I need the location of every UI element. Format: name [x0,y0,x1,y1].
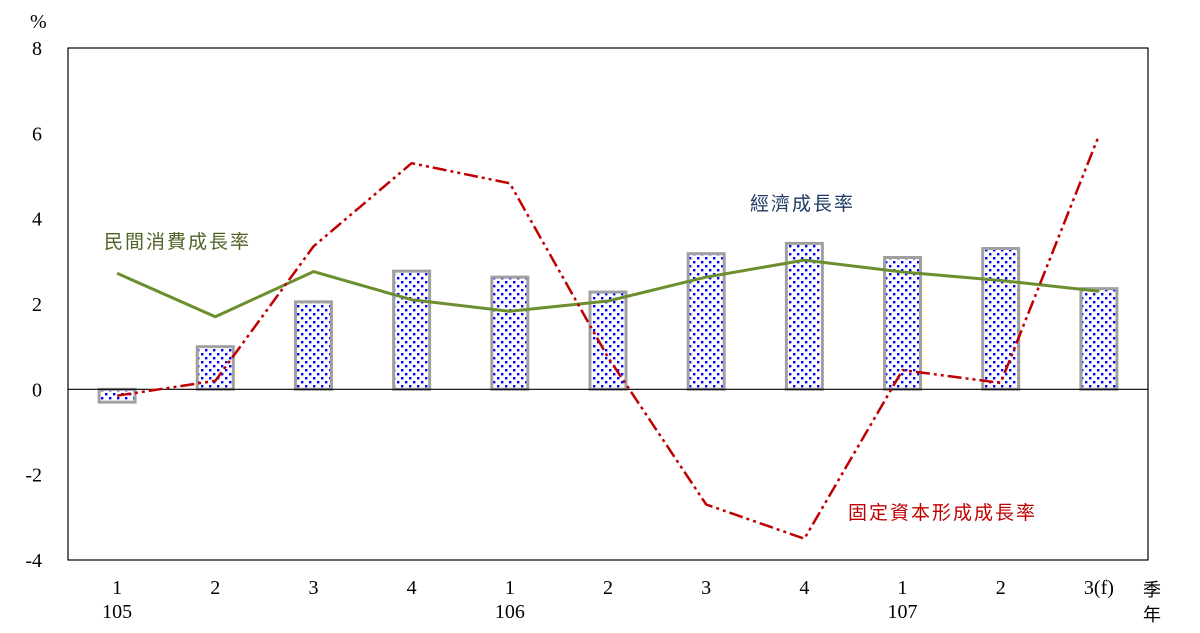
y-tick-label: 6 [32,123,42,145]
year-axis-label: 年 [1143,605,1161,626]
y-tick-label: 4 [32,209,42,231]
quarter-tick-label: 1 [112,577,122,599]
bars [97,241,1119,404]
quarter-tick-label: 1 [505,577,515,599]
gdp-growth-bar [293,300,333,391]
gdp-growth-bar [784,241,824,391]
quarter-tick-label: 2 [210,577,220,599]
consumption-series-label: 民間消費成長率 [104,231,251,253]
fixed-capital-growth-line [116,135,1101,540]
y-tick-label: -4 [25,550,42,572]
quarter-tick-label: 2 [603,577,613,599]
year-tick-label: 106 [495,601,525,623]
gdp-growth-bar [883,255,923,391]
lines [116,135,1101,540]
quarter-tick-label: 2 [996,577,1006,599]
consumption-growth-line [116,258,1100,319]
investment-series-label: 固定資本形成成長率 [848,502,1037,524]
x-tick-labels: 1 2 3 4 1 2 3 4 1 2 3(f) 105 106 107 [102,577,1114,623]
year-tick-label: 105 [102,601,132,623]
gdp-growth-bar [981,247,1021,391]
year-tick-label: 107 [888,601,918,623]
gdp-series-label: 經濟成長率 [750,193,855,215]
y-tick-label: 0 [32,379,42,401]
gdp-growth-bar [195,345,235,391]
plot-area [67,47,1149,561]
quarter-tick-label: 4 [407,577,417,599]
y-tick-label: 8 [32,38,42,60]
gdp-growth-bar [490,275,530,391]
quarter-tick-label: 1 [898,577,908,599]
gdp-growth-bar [392,269,432,391]
y-tick-labels: 8 6 4 2 0 -2 -4 [25,38,42,572]
gdp-growth-bar [97,387,137,404]
gdp-growth-bar [1079,287,1119,391]
quarter-tick-label: 4 [799,577,809,599]
quarter-tick-label: 3 [308,577,318,599]
quarter-tick-label: 3 [701,577,711,599]
y-tick-label: 2 [32,294,42,316]
quarter-axis-label: 季 [1143,580,1161,601]
y-unit-label: % [30,11,47,33]
quarter-tick-label: 3(f) [1084,577,1114,599]
y-tick-label: -2 [25,465,42,487]
